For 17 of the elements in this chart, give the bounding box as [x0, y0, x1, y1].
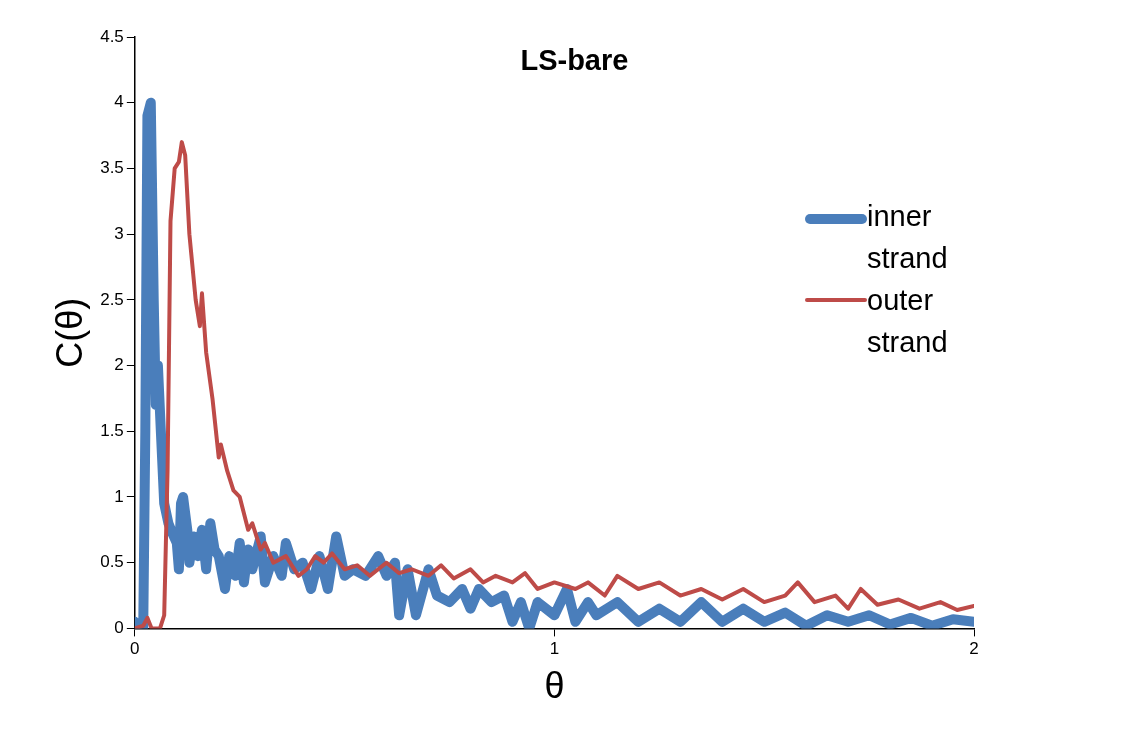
y-tick-label: 1.5 [100, 420, 124, 440]
y-tick-label: 1 [114, 486, 124, 506]
y-tick-label: 2 [114, 355, 124, 375]
x-tick-label: 0 [130, 639, 140, 659]
y-tick-label: 3 [114, 223, 124, 243]
y-tick-label: 0.5 [100, 552, 124, 572]
y-tick-label: 2.5 [100, 289, 124, 309]
y-axis-title: C(θ) [48, 297, 90, 368]
y-tick-label: 4 [114, 92, 124, 112]
y-tick-label: 3.5 [100, 158, 124, 178]
chart-title: LS-bare [520, 44, 629, 76]
x-tick-label: 2 [969, 639, 979, 659]
y-tick-label: 4.5 [100, 26, 124, 46]
legend-label: outer strand [867, 283, 949, 360]
x-axis-title: θ [544, 665, 565, 707]
y-tick-label: 0 [114, 618, 124, 638]
x-tick-label: 1 [549, 639, 560, 659]
